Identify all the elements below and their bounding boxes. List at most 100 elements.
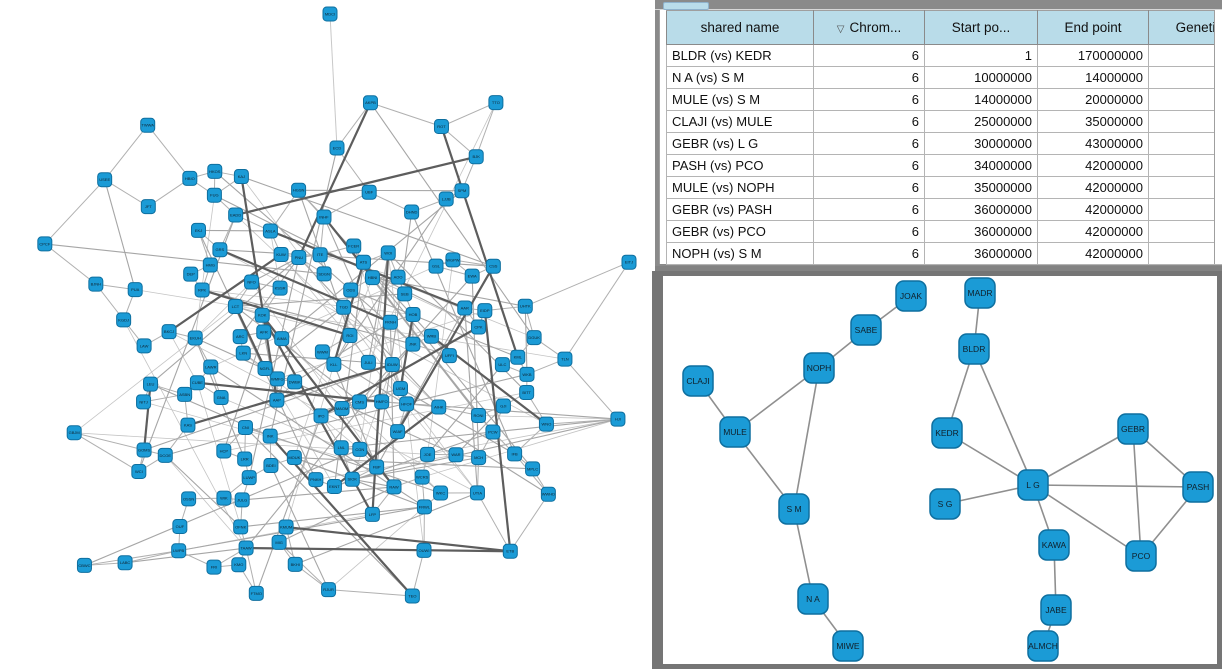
hairball-node[interactable]: ODS [343, 282, 359, 298]
hairball-node[interactable]: KAS [180, 417, 196, 433]
node-shape[interactable] [850, 314, 882, 346]
hairball-node[interactable]: EKNT [326, 479, 342, 495]
network-node-NOPH[interactable]: NOPH [803, 352, 835, 384]
node-shape[interactable] [405, 307, 421, 323]
filter-icon[interactable]: ▽ [836, 24, 845, 35]
node-shape[interactable] [190, 222, 206, 238]
network-edge-L G-GEBR[interactable] [1032, 428, 1134, 486]
cell-value[interactable]: 6 [813, 242, 925, 265]
cell-value[interactable]: 20000000 [1037, 88, 1149, 111]
cell-value[interactable]: 10.5 [1148, 176, 1222, 199]
hairball-node[interactable]: PUA [127, 282, 143, 298]
hairball-node[interactable]: HJI [610, 411, 626, 427]
node-shape[interactable] [269, 371, 285, 387]
node-shape[interactable] [228, 207, 244, 223]
cell-value[interactable]: 35000000 [1037, 110, 1149, 133]
hairball-node[interactable]: WAR [448, 447, 464, 463]
node-shape[interactable] [390, 269, 406, 285]
hairball-node[interactable]: KGDJ [116, 312, 132, 328]
hairball-node[interactable]: WMFG [269, 371, 285, 387]
node-shape[interactable] [778, 493, 810, 525]
network-node-KAWA[interactable]: KAWA [1038, 529, 1070, 561]
table-row[interactable]: CLAJI (vs) MULE625000000350000005.9 [666, 110, 1222, 133]
hairball-node[interactable]: EITJ [621, 254, 637, 270]
node-shape[interactable] [136, 338, 152, 354]
node-shape[interactable] [157, 447, 173, 463]
hairball-node[interactable]: GRS [212, 242, 228, 258]
node-shape[interactable] [233, 519, 249, 535]
node-shape[interactable] [438, 191, 454, 207]
node-shape[interactable] [161, 324, 177, 340]
hairball-node[interactable]: LWPB [171, 543, 187, 559]
node-shape[interactable] [333, 440, 349, 456]
cell-value[interactable]: 9.9 [1148, 242, 1222, 265]
node-shape[interactable] [494, 357, 510, 373]
node-shape[interactable] [507, 446, 523, 462]
cell-value[interactable]: 6 [813, 132, 925, 155]
node-shape[interactable] [206, 559, 222, 575]
node-shape[interactable] [1040, 594, 1072, 626]
node-shape[interactable] [488, 95, 504, 111]
hairball-node[interactable]: FBP [369, 459, 385, 475]
hairball-node[interactable]: CPK [470, 319, 486, 335]
node-shape[interactable] [1182, 471, 1214, 503]
network-node-CLAJI[interactable]: CLAJI [682, 365, 714, 397]
node-shape[interactable] [182, 170, 198, 186]
hairball-node[interactable]: LABC [117, 555, 133, 571]
hairball-node[interactable]: OUWI [416, 542, 432, 558]
node-shape[interactable] [485, 424, 501, 440]
node-shape[interactable] [344, 471, 360, 487]
table-vertical-scrollbar[interactable] [1214, 10, 1222, 264]
table-row[interactable]: NOPH (vs) S M636000000420000009.9 [666, 242, 1222, 265]
hairball-node[interactable]: ROT [433, 118, 449, 134]
hairball-node[interactable]: MIG [271, 534, 287, 550]
hairball-node[interactable]: CNI [237, 419, 253, 435]
hairball-node[interactable]: LKN [235, 345, 251, 361]
hairball-node[interactable]: ETB [502, 543, 518, 559]
hairball-node[interactable]: IPO [313, 408, 329, 424]
hairball-node[interactable]: KUW [273, 247, 289, 263]
node-shape[interactable] [471, 450, 487, 466]
node-shape[interactable] [610, 411, 626, 427]
hairball-node[interactable]: MCH [471, 450, 487, 466]
node-shape[interactable] [416, 542, 432, 558]
node-shape[interactable] [262, 428, 278, 444]
node-shape[interactable] [441, 348, 457, 364]
hairball-node[interactable]: GBJM [66, 425, 82, 441]
node-shape[interactable] [263, 458, 279, 474]
hairball-node[interactable]: EIDP [477, 303, 493, 319]
hairball-node[interactable]: TGD [336, 299, 352, 315]
node-shape[interactable] [468, 149, 484, 165]
cell-value[interactable]: 10000000 [924, 66, 1038, 89]
cell-value[interactable]: 25000000 [924, 110, 1038, 133]
node-shape[interactable] [519, 366, 535, 382]
hairball-node[interactable]: BKCJ [161, 324, 177, 340]
cell-value[interactable]: 7.5 [1148, 88, 1222, 111]
node-shape[interactable] [416, 499, 432, 515]
hairball-node[interactable]: AAP [269, 392, 285, 408]
node-shape[interactable] [312, 247, 328, 263]
node-shape[interactable] [287, 556, 303, 572]
hairball-node[interactable]: WCRS [414, 469, 430, 485]
cell-value[interactable]: 6 [813, 198, 925, 221]
hairball-node[interactable]: KOK [254, 307, 270, 323]
hairball-node[interactable]: WKC [433, 485, 449, 501]
hairball-node[interactable]: LCT [227, 298, 243, 314]
hairball-node[interactable]: HBNI [364, 270, 380, 286]
node-shape[interactable] [287, 374, 303, 390]
node-shape[interactable] [457, 300, 473, 316]
network-node-MIWE[interactable]: MIWE [832, 630, 864, 662]
network-edge-NOPH-S M[interactable] [793, 367, 820, 510]
node-shape[interactable] [397, 286, 413, 302]
node-shape[interactable] [326, 356, 342, 372]
network-node-NA[interactable]: N A [797, 583, 829, 615]
hairball-node[interactable]: LAWR [203, 359, 219, 375]
node-shape[interactable] [428, 258, 444, 274]
node-shape[interactable] [525, 461, 541, 477]
network-node-KEDR[interactable]: KEDR [931, 417, 963, 449]
node-shape[interactable] [291, 250, 307, 266]
hairball-node[interactable]: CGN [352, 441, 368, 457]
hairball-node[interactable]: SEB [397, 286, 413, 302]
node-shape[interactable] [316, 266, 332, 282]
node-shape[interactable] [362, 95, 378, 111]
